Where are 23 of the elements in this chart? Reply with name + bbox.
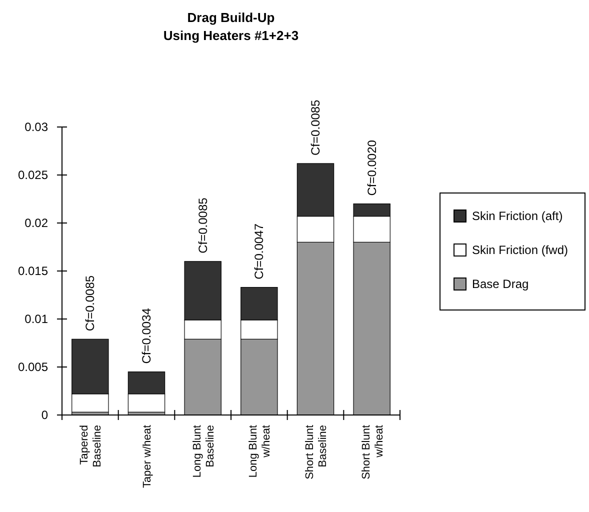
x-tick-label: Long Blunt Baseline (191, 425, 216, 478)
annotation: Cf=0.0034 (140, 308, 154, 364)
x-tick-label: Tapered Baseline (78, 425, 104, 468)
annotation: Cf=0.0085 (308, 99, 322, 156)
annotation: Cf=0.0085 (196, 197, 210, 254)
annotation: Cf=0.0085 (83, 275, 98, 332)
x-tick-label: Taper w/heat (142, 425, 154, 488)
x-tick-label: Short Blunt w/heat (360, 425, 386, 480)
annotation: Cf=0.0020 (364, 140, 379, 196)
y-tick-label: 0.02 (24, 216, 48, 230)
y-tick-label: 0.03 (24, 120, 48, 134)
y-tick-label: 0.005 (18, 360, 48, 374)
annotation: Cf=0.0047 (252, 223, 266, 280)
y-tick-label: 0 (41, 408, 48, 422)
y-tick-label: 0.015 (18, 264, 48, 278)
y-tick-label: 0.01 (24, 312, 48, 326)
x-tick-label: Short Blunt Baseline (304, 425, 329, 480)
legend-label: Base Drag (472, 277, 529, 292)
legend-label: Skin Friction (fwd) (472, 243, 568, 258)
y-tick-label: 0.025 (18, 168, 48, 182)
x-tick-label: Long Blunt w/heat (248, 425, 273, 478)
legend-label: Skin Friction (aft) (472, 209, 563, 224)
chart-title: Drag Build-Up Using Heaters #1+2+3 (163, 10, 299, 43)
